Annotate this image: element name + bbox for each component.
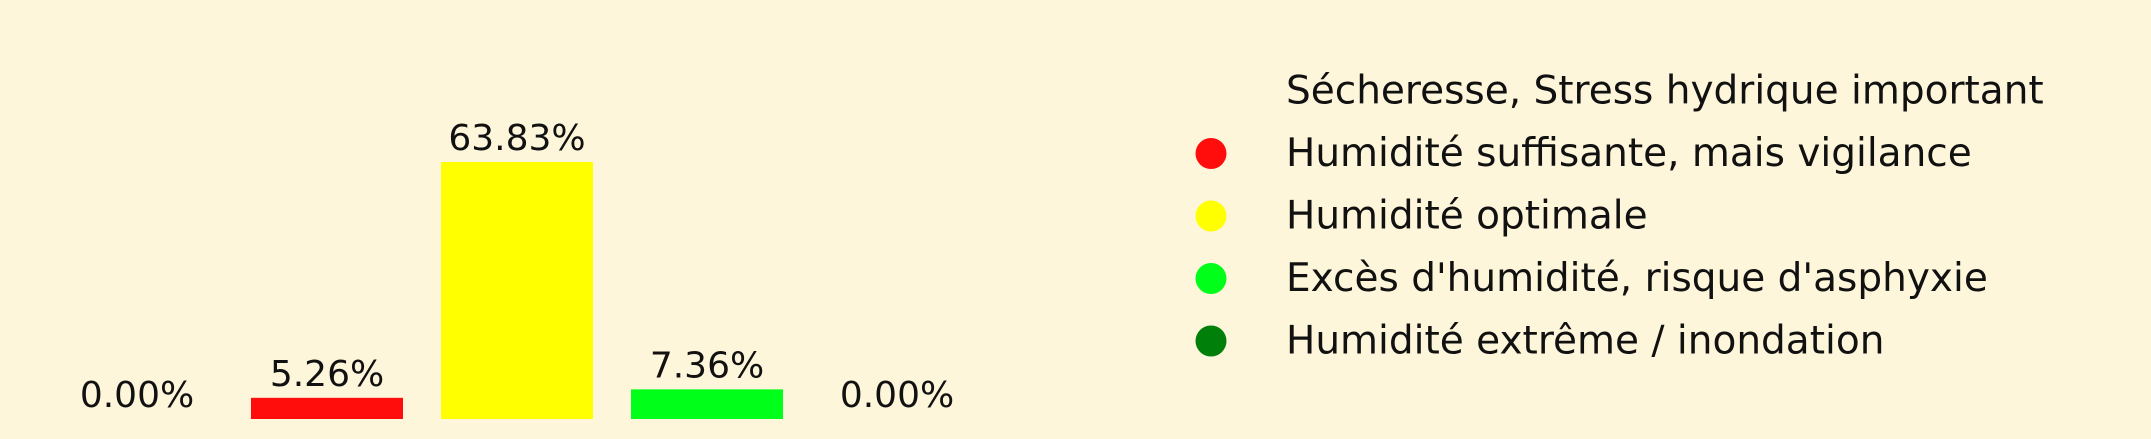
data-labels-group: 0.00% 5.26% 63.83% 7.36% 0.00% <box>80 118 954 416</box>
legend-item-4: Excès d'humidité, risque d'asphyxie <box>1195 256 1988 301</box>
bar-4 <box>631 389 783 419</box>
legend-marker-5 <box>1195 325 1227 357</box>
legend-label-5: Humidité extrême / inondation <box>1286 319 1884 364</box>
bar-2 <box>251 397 403 419</box>
legend-label-1: Sécheresse, Stress hydrique important <box>1286 69 2044 114</box>
legend-item-2: Humidité suffisante, mais vigilance <box>1195 131 1972 176</box>
legend: Sécheresse, Stress hydrique important Hum… <box>1195 69 2044 364</box>
legend-marker-2 <box>1195 138 1227 169</box>
data-label-5: 0.00% <box>840 375 954 416</box>
data-label-1: 0.00% <box>80 375 194 416</box>
bars-group <box>251 162 783 419</box>
data-label-2: 5.26% <box>270 354 384 395</box>
legend-label-2: Humidité suffisante, mais vigilance <box>1286 131 1972 176</box>
legend-marker-3 <box>1195 200 1227 232</box>
legend-label-4: Excès d'humidité, risque d'asphyxie <box>1286 256 1988 301</box>
legend-item-5: Humidité extrême / inondation <box>1195 319 1884 364</box>
data-label-4: 7.36% <box>650 345 764 386</box>
legend-marker-4 <box>1195 263 1227 294</box>
bar-3 <box>441 162 593 419</box>
legend-label-3: Humidité optimale <box>1286 194 1648 239</box>
data-label-3: 63.83% <box>448 118 585 159</box>
legend-marker-1 <box>1195 75 1227 107</box>
legend-item-1: Sécheresse, Stress hydrique important <box>1195 69 2044 114</box>
legend-item-3: Humidité optimale <box>1195 194 1648 239</box>
